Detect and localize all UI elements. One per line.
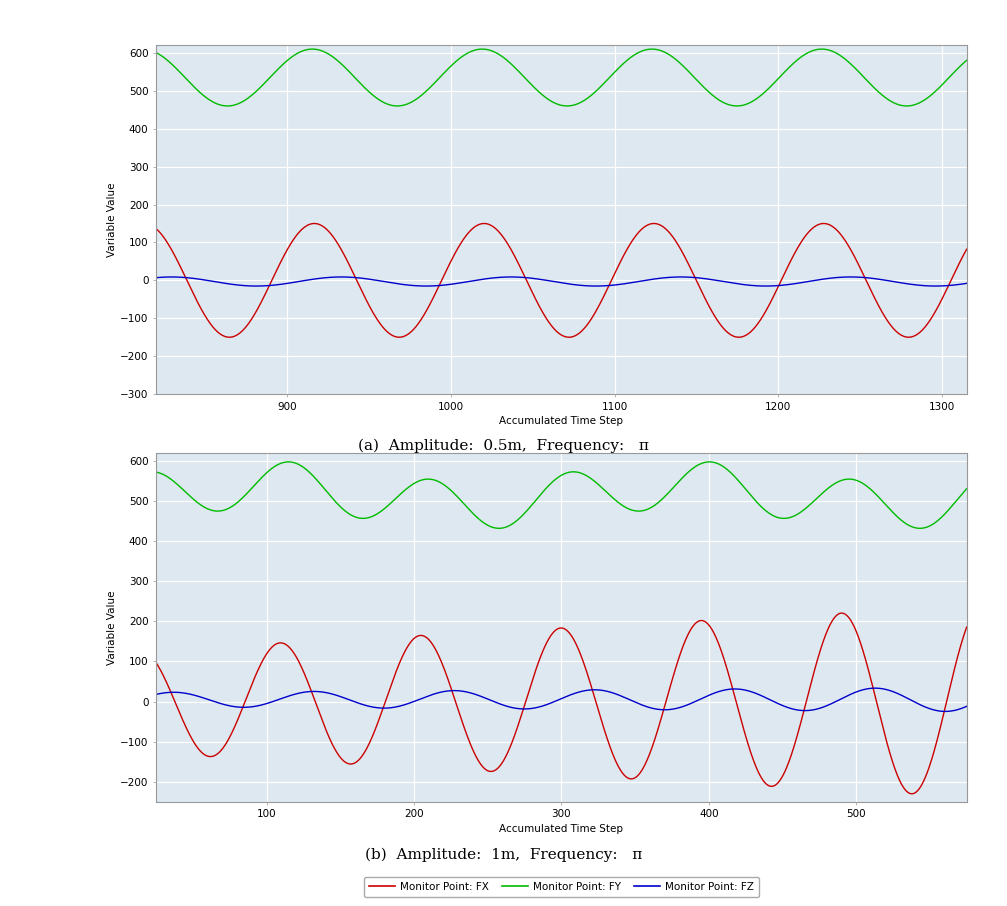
X-axis label: Accumulated Time Step: Accumulated Time Step bbox=[499, 824, 623, 834]
X-axis label: Accumulated Time Step: Accumulated Time Step bbox=[499, 416, 623, 426]
Legend: Monitor Point: FX, Monitor Point: FY, Monitor Point: FZ: Monitor Point: FX, Monitor Point: FY, Mo… bbox=[364, 469, 759, 489]
Text: (b)  Amplitude:  1m,  Frequency:   π: (b) Amplitude: 1m, Frequency: π bbox=[365, 847, 642, 862]
Legend: Monitor Point: FX, Monitor Point: FY, Monitor Point: FZ: Monitor Point: FX, Monitor Point: FY, Mo… bbox=[364, 877, 759, 897]
Text: (a)  Amplitude:  0.5m,  Frequency:   π: (a) Amplitude: 0.5m, Frequency: π bbox=[358, 439, 649, 453]
Y-axis label: Variable Value: Variable Value bbox=[108, 590, 117, 665]
Y-axis label: Variable Value: Variable Value bbox=[108, 182, 117, 257]
